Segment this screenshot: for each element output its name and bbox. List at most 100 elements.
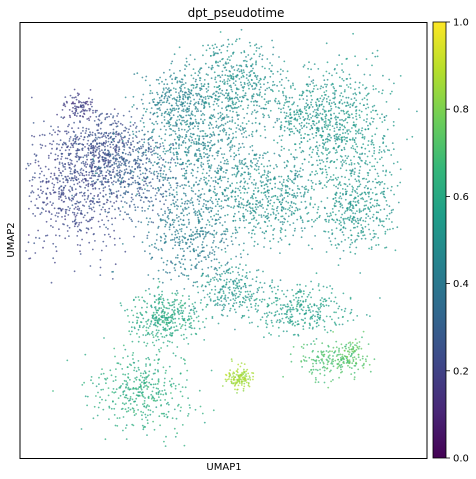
scatter-point: [172, 124, 175, 127]
scatter-point: [178, 242, 181, 245]
scatter-point: [143, 138, 146, 141]
scatter-point: [349, 87, 352, 89]
scatter-point: [334, 116, 336, 119]
scatter-point: [90, 161, 93, 164]
scatter-point: [296, 105, 299, 107]
scatter-point: [77, 230, 79, 233]
scatter-point: [131, 220, 134, 223]
scatter-point: [273, 167, 275, 170]
scatter-point: [356, 217, 359, 220]
scatter-point: [199, 130, 202, 133]
scatter-point: [365, 185, 367, 187]
scatter-point: [132, 181, 134, 184]
scatter-point: [50, 152, 52, 155]
scatter-point: [308, 154, 311, 156]
scatter-point: [195, 140, 198, 143]
scatter-point: [161, 219, 163, 222]
scatter-point: [134, 160, 137, 162]
scatter-point: [329, 99, 331, 102]
scatter-point: [231, 190, 234, 193]
scatter-point: [165, 235, 167, 238]
scatter-point: [183, 105, 186, 107]
scatter-point: [272, 195, 275, 198]
scatter-point: [350, 194, 353, 197]
scatter-point: [134, 168, 136, 171]
scatter-point: [273, 201, 276, 204]
scatter-point: [139, 199, 142, 202]
scatter-point: [295, 196, 297, 199]
scatter-point: [294, 127, 297, 130]
scatter-point: [302, 195, 305, 198]
scatter-point: [355, 143, 357, 146]
scatter-point: [107, 137, 110, 140]
scatter-point: [238, 37, 241, 40]
scatter-point: [365, 213, 368, 216]
scatter-point: [243, 226, 246, 229]
scatter-point: [271, 188, 273, 190]
scatter-point: [247, 54, 250, 56]
scatter-point: [74, 219, 76, 222]
scatter-point: [188, 163, 191, 166]
scatter-point: [202, 163, 205, 166]
scatter-point: [170, 74, 172, 77]
scatter-point: [235, 136, 238, 139]
scatter-point: [232, 110, 234, 113]
scatter-point: [65, 197, 67, 200]
scatter-point: [40, 170, 43, 173]
scatter-point: [215, 258, 218, 261]
scatter-point: [265, 177, 268, 179]
scatter-point: [127, 141, 130, 144]
scatter-point: [68, 189, 70, 192]
scatter-point: [318, 180, 321, 183]
scatter-point: [260, 107, 263, 110]
scatter-point: [333, 160, 336, 163]
scatter-point: [52, 257, 55, 260]
scatter-point: [361, 133, 364, 136]
scatter-point: [188, 223, 190, 225]
scatter-point: [324, 126, 327, 129]
scatter-point: [208, 95, 211, 98]
scatter-point: [112, 183, 114, 186]
scatter-point: [78, 209, 80, 212]
scatter-point: [350, 234, 353, 237]
scatter-point: [72, 101, 74, 104]
scatter-point: [376, 55, 379, 58]
scatter-point: [266, 81, 269, 84]
scatter-point: [288, 134, 291, 136]
scatter-point: [217, 65, 220, 67]
scatter-point: [197, 127, 200, 130]
scatter-point: [357, 175, 360, 178]
scatter-point: [203, 118, 206, 121]
scatter-point: [235, 111, 238, 114]
scatter-point: [346, 84, 348, 86]
scatter-point: [107, 233, 110, 236]
scatter-point: [350, 163, 353, 166]
scatter-point: [364, 191, 366, 194]
scatter-point: [233, 107, 235, 110]
scatter-point: [200, 143, 203, 146]
scatter-point: [284, 208, 287, 210]
scatter-point: [75, 110, 78, 112]
scatter-point: [176, 254, 179, 256]
scatter-point: [86, 118, 89, 120]
scatter-point: [156, 175, 159, 178]
scatter-point: [177, 111, 180, 113]
scatter-point: [155, 247, 158, 250]
scatter-point: [357, 222, 360, 225]
scatter-point: [65, 176, 67, 178]
scatter-point: [144, 149, 147, 152]
scatter-point: [378, 146, 381, 148]
scatter-point: [367, 207, 370, 210]
scatter-point: [58, 143, 60, 146]
scatter-point: [155, 120, 158, 123]
scatter-point: [119, 161, 122, 163]
scatter-point: [156, 213, 159, 215]
scatter-point: [197, 222, 200, 225]
scatter-point: [197, 143, 200, 145]
scatter-point: [355, 123, 357, 126]
scatter-point: [130, 171, 132, 174]
scatter-point: [263, 173, 266, 176]
scatter-point: [195, 107, 198, 109]
scatter-point: [284, 184, 287, 187]
scatter-point: [93, 160, 95, 163]
